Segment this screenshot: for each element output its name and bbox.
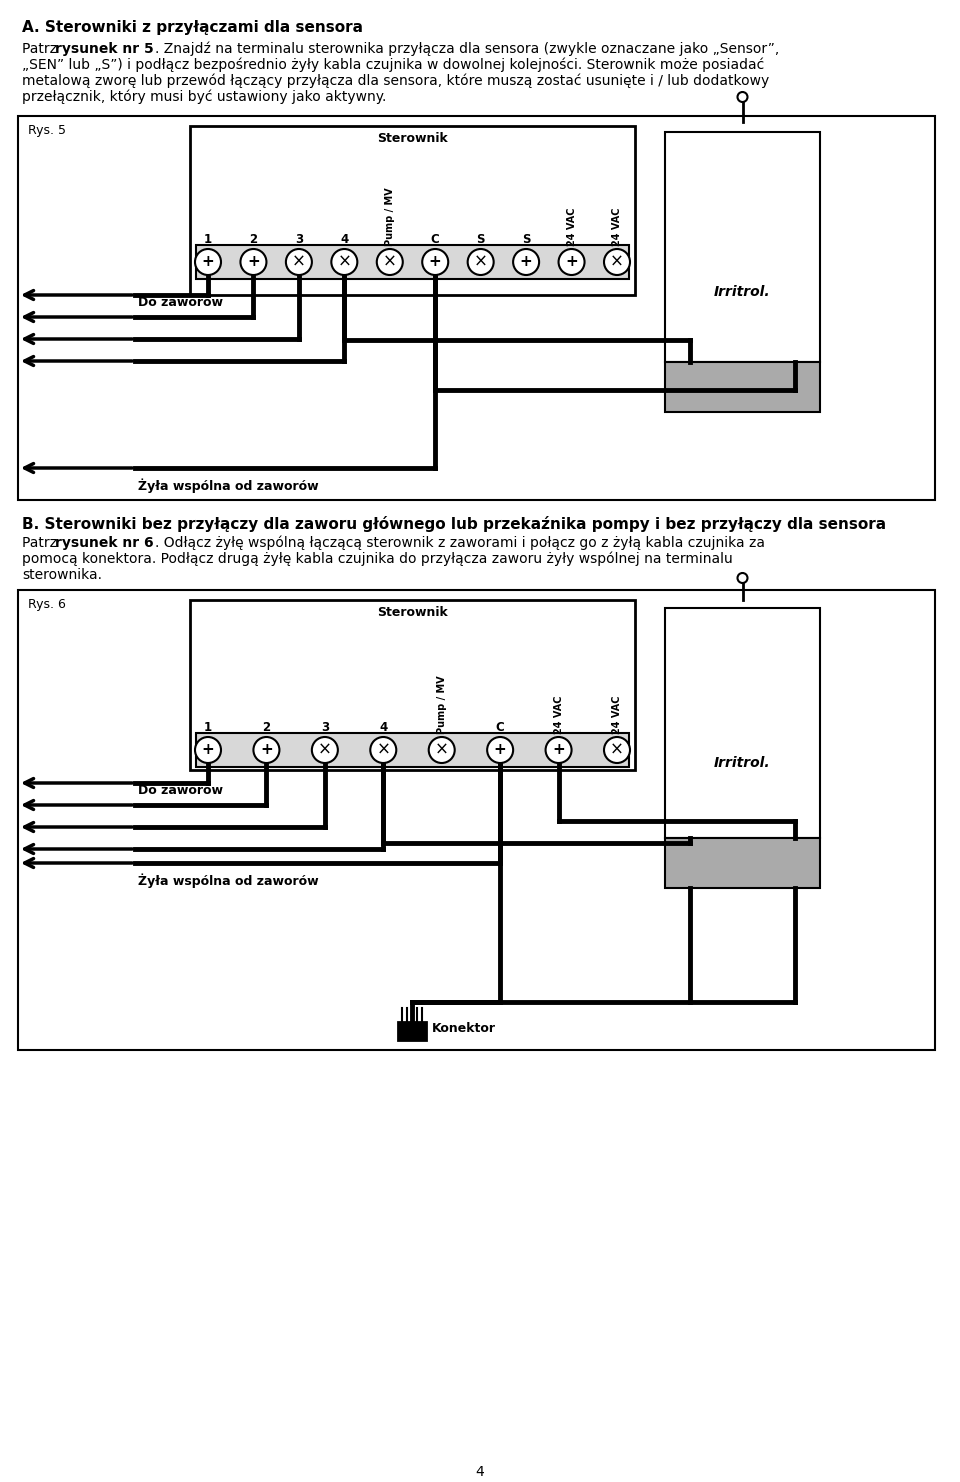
Bar [190, 600, 635, 771]
Circle shape [545, 737, 571, 763]
Text: C: C [431, 233, 440, 246]
Text: ×: × [435, 741, 448, 759]
Text: 3: 3 [295, 233, 303, 246]
Text: ×: × [337, 253, 351, 271]
Text: Rys. 5: Rys. 5 [28, 124, 66, 136]
Circle shape [604, 249, 630, 276]
Text: Sterownik: Sterownik [377, 606, 448, 619]
Text: sterownika.: sterownika. [22, 568, 102, 582]
Text: C: C [495, 722, 505, 734]
Bar [398, 1023, 426, 1040]
Text: ×: × [610, 253, 624, 271]
Bar [665, 362, 820, 412]
Circle shape [422, 249, 448, 276]
Text: . Znajdź na terminalu sterownika przyłącza dla sensora (zwykle oznaczane jako „S: . Znajdź na terminalu sterownika przyłąc… [155, 41, 780, 56]
Text: ×: × [610, 741, 624, 759]
Circle shape [195, 249, 221, 276]
Text: +: + [247, 255, 260, 270]
Text: 1: 1 [204, 722, 212, 734]
Text: Pump / MV: Pump / MV [437, 676, 446, 734]
Text: Rys. 6: Rys. 6 [28, 599, 66, 611]
Circle shape [286, 249, 312, 276]
Text: ×: × [376, 741, 390, 759]
Text: +: + [565, 255, 578, 270]
Text: ×: × [473, 253, 488, 271]
Circle shape [331, 249, 357, 276]
Text: +: + [493, 742, 507, 757]
Text: Sterownik: Sterownik [377, 132, 448, 145]
Text: 24 VAC: 24 VAC [612, 695, 622, 734]
Text: Irritrol.: Irritrol. [714, 285, 771, 299]
Text: 4: 4 [475, 1466, 485, 1479]
Circle shape [253, 737, 279, 763]
Circle shape [429, 737, 455, 763]
Bar [196, 734, 629, 768]
Text: 24 VAC: 24 VAC [566, 207, 577, 246]
Text: 1: 1 [204, 233, 212, 246]
Text: A. Sterowniki z przyłączami dla sensora: A. Sterowniki z przyłączami dla sensora [22, 19, 363, 36]
Text: 4: 4 [379, 722, 388, 734]
Bar [665, 608, 820, 837]
Text: 24 VAC: 24 VAC [554, 695, 564, 734]
Text: 2: 2 [250, 233, 257, 246]
Text: Irritrol.: Irritrol. [714, 756, 771, 771]
Text: ×: × [292, 253, 306, 271]
Circle shape [559, 249, 585, 276]
Text: przełącznik, który musi być ustawiony jako aktywny.: przełącznik, który musi być ustawiony ja… [22, 90, 386, 105]
Circle shape [371, 737, 396, 763]
Text: Pump / MV: Pump / MV [385, 187, 395, 246]
Bar [18, 116, 935, 499]
Circle shape [737, 92, 748, 102]
Circle shape [737, 574, 748, 582]
Text: rysunek nr 5: rysunek nr 5 [55, 41, 154, 56]
Bar [190, 126, 635, 295]
Bar [665, 837, 820, 888]
Text: ×: × [383, 253, 396, 271]
Text: 24 VAC: 24 VAC [612, 207, 622, 246]
Circle shape [468, 249, 493, 276]
Circle shape [513, 249, 540, 276]
Circle shape [487, 737, 514, 763]
Text: Żyła wspólna od zaworów: Żyła wspólna od zaworów [138, 873, 319, 888]
Text: metalową zworę lub przewód łączący przyłącza dla sensora, które muszą zostać usu: metalową zworę lub przewód łączący przył… [22, 74, 769, 89]
Text: Patrz: Patrz [22, 41, 61, 56]
Circle shape [376, 249, 403, 276]
Circle shape [312, 737, 338, 763]
Text: Żyła wspólna od zaworów: Żyła wspólna od zaworów [138, 479, 319, 492]
Text: +: + [429, 255, 442, 270]
Text: Do zaworów: Do zaworów [138, 296, 223, 310]
Circle shape [604, 737, 630, 763]
Text: 4: 4 [340, 233, 348, 246]
Text: +: + [202, 255, 214, 270]
Text: rysunek nr 6: rysunek nr 6 [55, 536, 154, 550]
Text: +: + [202, 742, 214, 757]
Text: Do zaworów: Do zaworów [138, 784, 223, 797]
Text: „SEN” lub „S”) i podłącz bezpośrednio żyły kabla czujnika w dowolnej kolejności.: „SEN” lub „S”) i podłącz bezpośrednio ży… [22, 58, 764, 73]
Text: . Odłącz żyłę wspólną łączącą sterownik z zaworami i połącz go z żyłą kabla czuj: . Odłącz żyłę wspólną łączącą sterownik … [155, 536, 765, 550]
Text: Konektor: Konektor [432, 1021, 496, 1034]
Text: +: + [519, 255, 533, 270]
Bar [18, 590, 935, 1051]
Text: S: S [522, 233, 530, 246]
Circle shape [195, 737, 221, 763]
Text: Patrz: Patrz [22, 536, 61, 550]
Text: 2: 2 [262, 722, 271, 734]
Bar [196, 245, 629, 279]
Text: +: + [260, 742, 273, 757]
Text: +: + [552, 742, 564, 757]
Text: B. Sterowniki bez przyłączy dla zaworu głównego lub przekaźnika pompy i bez przy: B. Sterowniki bez przyłączy dla zaworu g… [22, 516, 886, 532]
Text: pomocą konektora. Podłącz drugą żyłę kabla czujnika do przyłącza zaworu żyły wsp: pomocą konektora. Podłącz drugą żyłę kab… [22, 551, 732, 566]
Text: S: S [476, 233, 485, 246]
Text: 3: 3 [321, 722, 329, 734]
Text: ×: × [318, 741, 332, 759]
Circle shape [240, 249, 267, 276]
Bar [665, 132, 820, 362]
